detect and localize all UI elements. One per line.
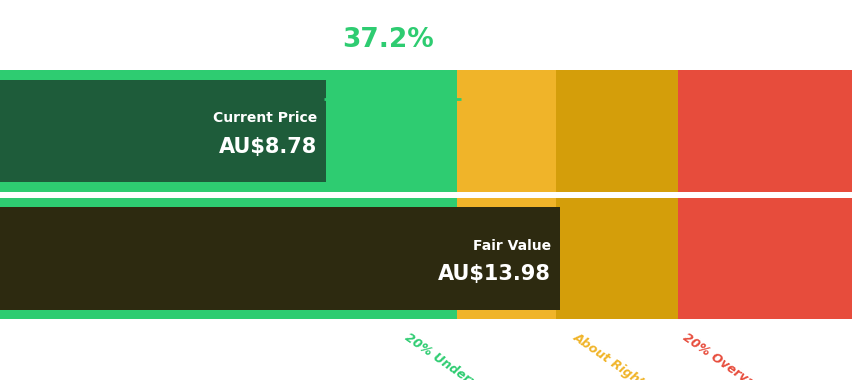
Bar [677,198,852,319]
Text: 20% Overvalued: 20% Overvalued [679,331,781,380]
Bar [0,80,325,182]
Text: AU$13.98: AU$13.98 [438,264,550,284]
Text: Undervalued: Undervalued [339,80,436,95]
Text: About Right: About Right [570,331,647,380]
Bar [0,207,559,310]
Text: Current Price: Current Price [213,111,317,125]
Text: 20% Undervalued: 20% Undervalued [402,331,511,380]
Bar [457,198,556,319]
Text: 37.2%: 37.2% [342,27,434,52]
Bar [457,70,556,192]
Text: Fair Value: Fair Value [472,239,550,253]
Bar [556,70,677,192]
Bar [677,70,852,192]
Bar [0,198,457,319]
Bar [556,198,677,319]
Text: AU$8.78: AU$8.78 [219,137,317,157]
Bar [0,70,457,192]
